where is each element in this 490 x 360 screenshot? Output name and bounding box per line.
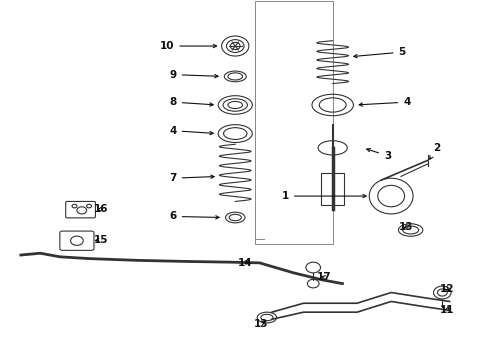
Text: 9: 9 [170, 69, 218, 80]
Text: 11: 11 [440, 305, 455, 315]
Text: 5: 5 [354, 47, 406, 58]
Text: 13: 13 [254, 319, 269, 329]
Text: 3: 3 [367, 148, 391, 161]
Text: 12: 12 [440, 284, 455, 294]
Text: 10: 10 [160, 41, 217, 51]
Text: 16: 16 [94, 204, 109, 214]
Bar [320, 173, 344, 205]
Text: 4: 4 [170, 126, 213, 136]
Text: 13: 13 [398, 222, 413, 232]
Text: 2: 2 [430, 143, 440, 159]
Text: 17: 17 [317, 272, 331, 282]
Text: 7: 7 [170, 173, 214, 183]
Bar [255, 1, 333, 244]
Text: 1: 1 [282, 191, 366, 201]
Text: 14: 14 [238, 258, 252, 268]
Text: 4: 4 [359, 97, 411, 107]
Text: 6: 6 [170, 211, 219, 221]
Text: 15: 15 [94, 235, 109, 245]
Text: 8: 8 [170, 97, 213, 107]
